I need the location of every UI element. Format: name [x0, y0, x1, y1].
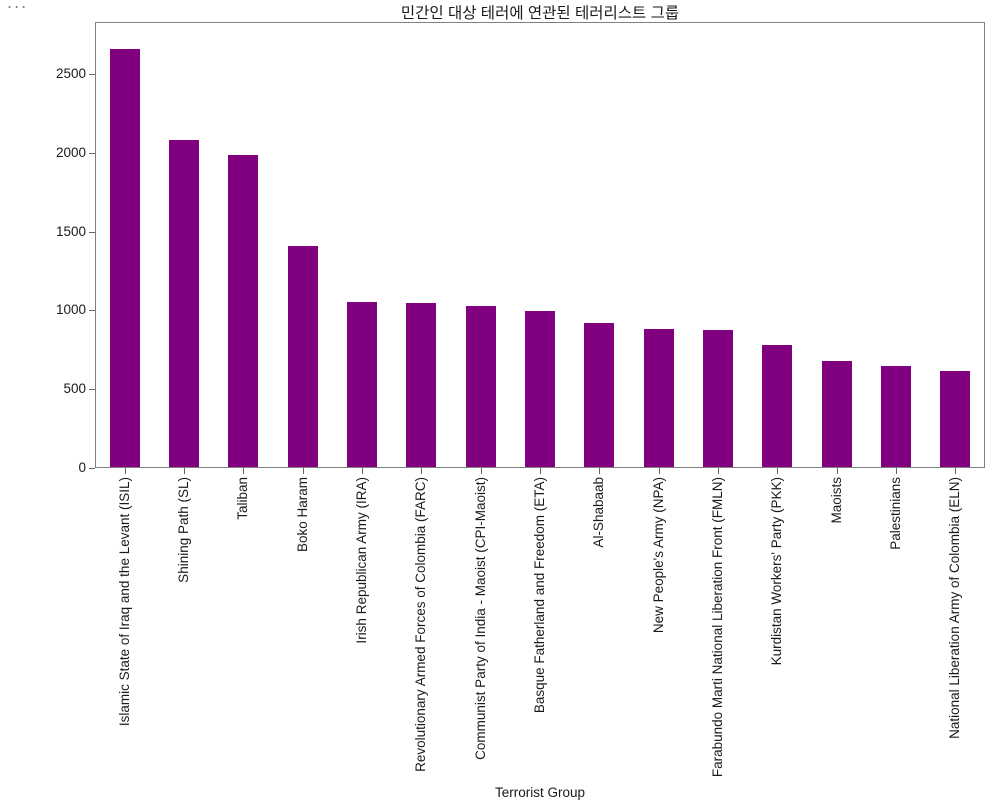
y-tick-mark — [89, 389, 95, 391]
x-tick-mark — [599, 468, 601, 474]
bar — [821, 360, 852, 467]
bar — [584, 322, 615, 467]
overflow-ellipsis: ... — [7, 0, 29, 12]
x-tick-label: Palestinians — [888, 477, 903, 550]
y-tick-label: 2500 — [55, 66, 86, 81]
chart-title: 민간인 대상 테러에 연관된 테러리스트 그룹 — [400, 5, 680, 22]
x-tick-mark — [836, 468, 838, 474]
x-tick-label: Kurdistan Workers' Party (PKK) — [769, 477, 785, 666]
y-tick-label: 1500 — [55, 223, 86, 239]
x-tick-mark — [362, 468, 363, 474]
y-tick-mark — [89, 231, 95, 233]
y-tick-mark — [89, 152, 95, 154]
bar — [762, 345, 793, 467]
x-tick-mark — [421, 468, 423, 474]
bar — [643, 328, 674, 467]
bar — [881, 366, 911, 467]
x-axis-label: Terrorist Group — [494, 785, 586, 800]
x-tick-mark — [480, 468, 482, 474]
x-tick-mark — [184, 468, 185, 474]
bar — [940, 370, 971, 467]
y-tick-label: 2000 — [55, 144, 86, 160]
x-tick-label: Islamic State of Iraq and the Levant (IS… — [116, 477, 132, 727]
y-tick-mark — [89, 468, 95, 469]
x-tick-label: Al-Shabaab — [591, 477, 607, 548]
bar — [525, 311, 555, 467]
x-tick-label: Taliban — [235, 477, 251, 520]
x-tick-mark — [302, 468, 304, 474]
y-tick-mark — [89, 310, 95, 312]
x-tick-label: Boko Haram — [294, 477, 310, 553]
x-tick-mark — [658, 468, 660, 474]
y-tick-label: 0 — [78, 460, 86, 475]
bar — [347, 302, 377, 467]
x-tick-label: Shining Path (SL) — [176, 477, 191, 583]
y-tick-mark — [89, 74, 95, 75]
bar — [406, 302, 437, 467]
bar — [703, 329, 733, 467]
x-tick-label: Revolutionary Armed Forces of Colombia (… — [413, 477, 429, 772]
y-tick-label: 1000 — [55, 302, 86, 318]
bar — [169, 140, 199, 467]
x-tick-mark — [718, 468, 719, 474]
bar — [109, 49, 140, 467]
x-tick-mark — [540, 468, 541, 474]
x-tick-label: Maoists — [828, 477, 844, 524]
x-tick-label: Basque Fatherland and Freedom (ETA) — [532, 477, 547, 714]
x-tick-mark — [243, 468, 245, 474]
bar — [287, 246, 318, 467]
x-tick-label: Communist Party of India - Maoist (CPI-M… — [472, 477, 488, 760]
x-tick-mark — [124, 468, 126, 474]
y-tick-label: 500 — [63, 381, 86, 397]
x-tick-mark — [955, 468, 957, 474]
x-tick-label: Farabundo Marti National Liberation Fron… — [710, 477, 725, 778]
x-tick-label: National Liberation Army of Colombia (EL… — [947, 477, 963, 739]
x-tick-mark — [777, 468, 779, 474]
x-tick-label: New People's Army (NPA) — [650, 477, 666, 634]
bar — [228, 155, 259, 467]
x-tick-mark — [896, 468, 897, 474]
bar — [465, 305, 496, 467]
x-tick-label: Irish Republican Army (IRA) — [354, 477, 369, 644]
